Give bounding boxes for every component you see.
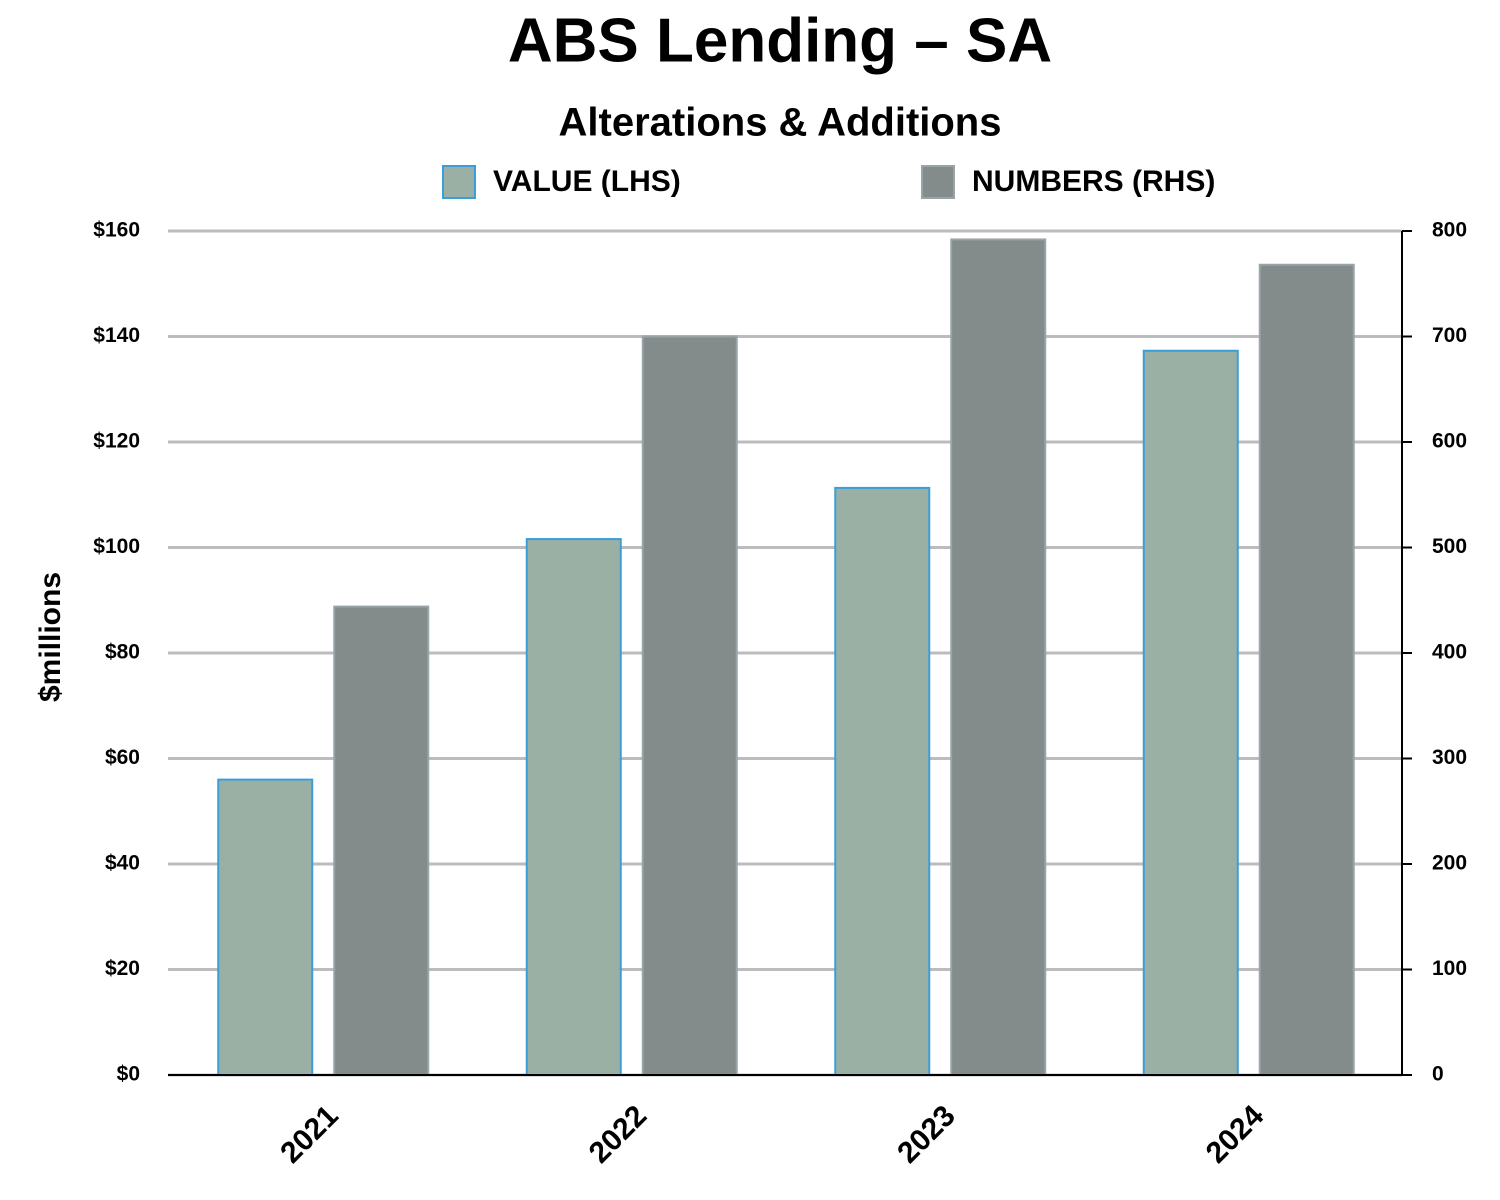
y-tick-label: $140	[93, 324, 140, 347]
x-tick-label: 2021	[274, 1099, 345, 1170]
bar	[1258, 263, 1355, 1076]
x-tick-label: 2022	[583, 1099, 654, 1170]
y-tick-label: $60	[105, 746, 140, 769]
y2-tick-label: 100	[1432, 957, 1467, 980]
legend-swatch	[442, 165, 476, 199]
y2-tick-label: 0	[1432, 1063, 1444, 1086]
y2-tick-label: 800	[1432, 219, 1467, 242]
y-tick-label: $160	[93, 219, 140, 242]
bar	[950, 238, 1047, 1076]
y2-tick-label: 600	[1432, 430, 1467, 453]
legend-label: VALUE (LHS)	[493, 165, 681, 198]
x-tick-label: 2024	[1200, 1099, 1271, 1170]
chart-title: ABS Lending – SA	[508, 6, 1052, 75]
bar	[834, 486, 931, 1076]
y-tick-label: $80	[105, 641, 140, 664]
y-tick-label: $40	[105, 852, 140, 875]
legend-label: NUMBERS (RHS)	[972, 165, 1215, 198]
bar	[1142, 349, 1239, 1076]
bar	[641, 335, 738, 1076]
legend-swatch	[921, 165, 955, 199]
y-tick-label: $0	[117, 1063, 140, 1086]
chart-subtitle: Alterations & Additions	[559, 101, 1002, 145]
y-axis-label: $millions	[34, 572, 67, 702]
y2-tick-label: 300	[1432, 746, 1467, 769]
y2-tick-label: 500	[1432, 535, 1467, 558]
bar	[525, 538, 622, 1076]
y-tick-label: $120	[93, 430, 140, 453]
bar	[333, 605, 430, 1077]
y2-tick-label: 200	[1432, 852, 1467, 875]
bar	[217, 778, 314, 1076]
y-tick-label: $20	[105, 957, 140, 980]
x-tick-label: 2023	[891, 1099, 962, 1170]
y-tick-label: $100	[93, 535, 140, 558]
y2-tick-label: 700	[1432, 324, 1467, 347]
y2-tick-label: 400	[1432, 641, 1467, 664]
